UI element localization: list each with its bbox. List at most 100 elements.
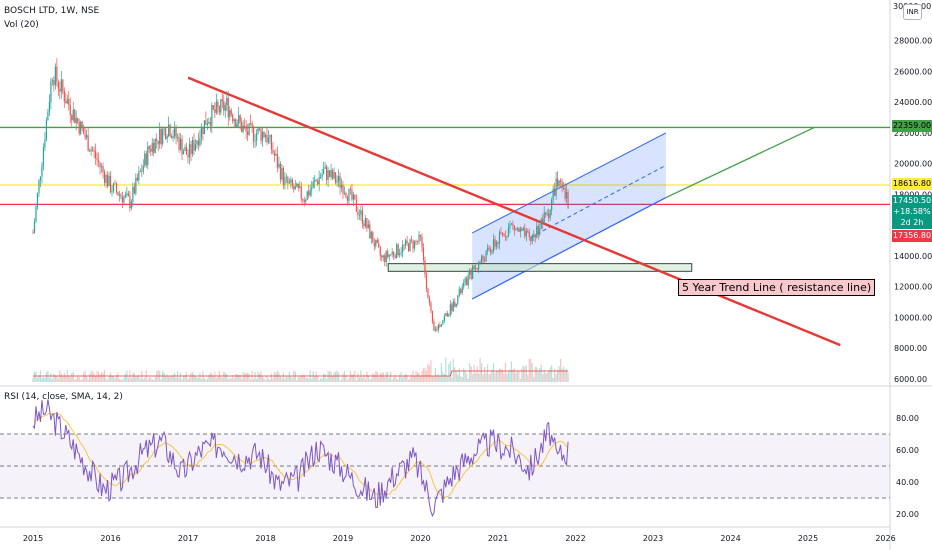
- volume-bar: [345, 374, 347, 382]
- volume-bar: [562, 366, 565, 382]
- volume-bar: [303, 374, 305, 382]
- volume-bar: [406, 374, 408, 382]
- candle-body: [521, 228, 523, 231]
- volume-bar: [48, 377, 50, 382]
- candle-body: [168, 124, 170, 137]
- candle-body: [248, 123, 250, 136]
- volume-bar: [397, 379, 399, 382]
- volume-bar: [545, 373, 547, 382]
- candle-body: [497, 242, 499, 244]
- volume-bar: [200, 379, 203, 382]
- volume-bar: [258, 373, 261, 382]
- candle-body: [145, 153, 147, 166]
- candle-body: [346, 197, 349, 201]
- candle-body: [169, 124, 171, 137]
- volume-bar: [197, 377, 200, 382]
- candle-body: [142, 165, 144, 172]
- candle-body: [485, 250, 487, 262]
- volume-bar: [492, 363, 495, 382]
- volume-bar: [32, 377, 34, 382]
- candle-body: [196, 140, 198, 145]
- currency-button[interactable]: INR: [903, 4, 922, 20]
- volume-bar: [78, 377, 80, 382]
- candle-body: [564, 188, 566, 199]
- candle-body: [430, 302, 432, 312]
- candle-body: [324, 166, 326, 169]
- time-axis[interactable]: 2015 2016 2017 2018 2019 2020 2021 2022 2023 2024…: [23, 534, 896, 543]
- candle-body: [193, 140, 195, 151]
- candle-body: [361, 210, 363, 224]
- candle-body: [290, 179, 292, 183]
- candle-body: [185, 146, 188, 155]
- volume-bar: [275, 372, 277, 382]
- candle-body: [127, 193, 129, 197]
- volume-bar: [53, 373, 55, 382]
- candle-body: [404, 240, 407, 246]
- candle-body: [287, 177, 289, 184]
- candle-body: [562, 188, 565, 189]
- volume-bar: [270, 373, 273, 382]
- candle-body: [543, 212, 545, 224]
- candle-body: [223, 100, 225, 111]
- candle-body: [285, 177, 287, 178]
- volume-bar: [558, 366, 560, 382]
- volume-bar: [352, 374, 355, 382]
- volume-bar: [539, 368, 541, 382]
- volume-bar: [361, 377, 363, 382]
- volume-bar: [191, 372, 194, 382]
- volume-bar: [282, 372, 284, 382]
- volume-bar: [404, 374, 407, 382]
- volume-bar: [434, 368, 437, 382]
- volume-bar: [159, 370, 161, 382]
- candle-body: [47, 111, 49, 121]
- volume-bar: [296, 379, 298, 382]
- volume-bar: [510, 361, 513, 382]
- volume-bar: [188, 377, 191, 382]
- time-tick-label: 2021: [488, 534, 508, 543]
- candle-body: [176, 137, 179, 138]
- rsi-ma-line: [32, 412, 569, 498]
- candle-body: [473, 266, 475, 269]
- volume-bar: [206, 378, 208, 382]
- candle-body: [522, 228, 524, 231]
- volume-bar: [257, 371, 259, 382]
- volume-bar: [235, 374, 237, 382]
- volume-bar: [422, 367, 425, 382]
- candle-body: [469, 269, 471, 275]
- candle-body: [443, 315, 445, 321]
- candle-body: [238, 115, 240, 124]
- candle-body: [44, 140, 46, 148]
- volume-bar: [132, 372, 134, 382]
- candle-body: [461, 286, 463, 293]
- candle-body: [357, 211, 359, 216]
- volume-bar: [337, 372, 340, 382]
- drawings: [0, 76, 890, 347]
- volume-bar: [565, 368, 568, 382]
- candle-body: [372, 232, 374, 243]
- candle-body: [218, 107, 220, 113]
- candle-body: [399, 253, 401, 255]
- candle-body: [360, 210, 362, 215]
- candle-body: [267, 137, 270, 143]
- volume-bar: [367, 375, 369, 382]
- volume-bar: [115, 374, 118, 382]
- price-axis[interactable]: 6000.008000.0010000.0012000.0014000.0016…: [894, 37, 932, 519]
- candle-body: [154, 138, 156, 153]
- volume-bar: [486, 364, 489, 382]
- candle-body: [249, 123, 252, 125]
- trend-line-annotation[interactable]: 5 Year Trend Line ( resistance line): [678, 279, 876, 296]
- candle-body: [308, 191, 310, 196]
- candle-body: [130, 201, 132, 209]
- volume-bar: [481, 363, 483, 382]
- volume-bar: [348, 377, 350, 382]
- volume-bar: [521, 368, 523, 382]
- candle-body: [326, 166, 328, 181]
- volume-bar: [318, 379, 320, 382]
- volume-bar: [317, 376, 319, 382]
- candle-body: [327, 170, 329, 181]
- volume-bar: [267, 378, 270, 382]
- candle-body: [105, 175, 107, 183]
- candle-body: [503, 233, 505, 236]
- volume-bar: [567, 372, 569, 382]
